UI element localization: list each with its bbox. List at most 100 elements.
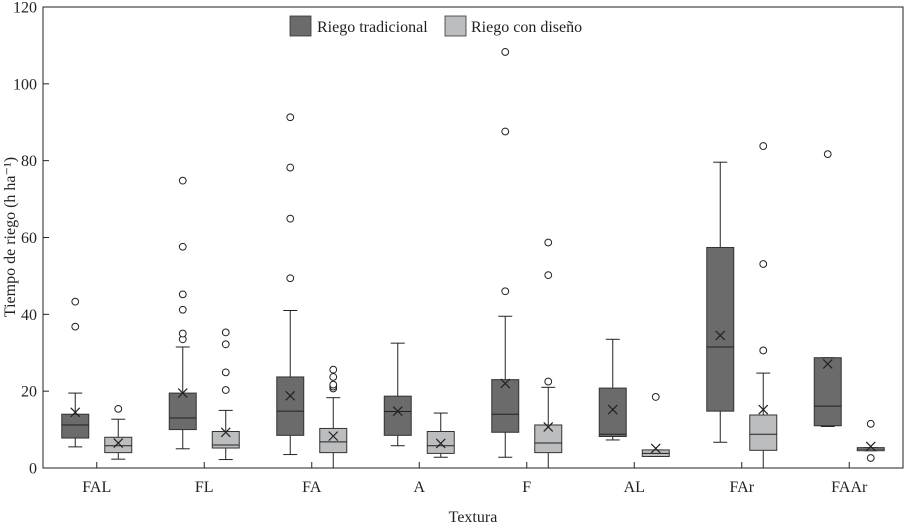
outlier-point <box>866 419 875 428</box>
outlier-point <box>329 380 338 389</box>
outlier-point <box>286 274 295 283</box>
x-tick-label: AL <box>624 479 645 496</box>
mean-marker <box>113 438 124 448</box>
box-iqr <box>319 427 348 454</box>
box-riego-tradicional-fa <box>276 113 305 456</box>
box-riego-tradicional-al <box>598 338 627 441</box>
mean-marker <box>328 431 339 442</box>
legend-label-riego-con-diseno: Riego con diseño <box>471 19 582 36</box>
mean-marker <box>435 438 446 449</box>
y-tick-label: 40 <box>21 307 37 324</box>
legend-label-riego-tradicional: Riego tradicional <box>317 19 428 36</box>
box-iqr <box>211 431 240 449</box>
box-iqr <box>706 246 735 412</box>
outlier-point <box>221 328 230 337</box>
box-iqr <box>426 431 455 454</box>
outlier-point <box>501 127 510 136</box>
x-tick-label: F <box>522 479 531 496</box>
y-tick-label: 80 <box>21 153 37 170</box>
outlier-point <box>71 322 80 331</box>
outlier-point <box>114 404 123 413</box>
mean-marker <box>758 404 769 415</box>
mean-marker <box>500 378 511 389</box>
outlier-point <box>71 297 80 306</box>
outlier-point <box>221 340 230 349</box>
outlier-point <box>759 346 768 355</box>
y-axis-title: Tiempo de riego (h ha⁻¹) <box>2 157 19 317</box>
box-riego-con-diseno-fal <box>104 404 133 460</box>
mean-marker <box>543 421 554 432</box>
outlier-point <box>329 373 338 381</box>
outlier-point <box>823 150 832 159</box>
box-iqr <box>168 392 197 431</box>
box-iqr <box>813 357 842 427</box>
box-riego-con-diseno-a <box>426 412 455 458</box>
mean-marker <box>822 358 833 369</box>
box-iqr <box>598 387 627 437</box>
box-riego-con-diseno-al <box>641 393 670 457</box>
y-tick-label: 60 <box>21 230 37 247</box>
x-tick-label: FA <box>302 479 322 496</box>
box-riego-con-diseno-far <box>749 142 778 469</box>
box-riego-tradicional-a <box>383 342 412 447</box>
x-axis: FAL FL FA A F AL FAr FAAr <box>82 462 868 496</box>
outlier-point <box>544 377 553 386</box>
outlier-point <box>178 305 187 314</box>
mean-marker <box>177 388 188 399</box>
outlier-point <box>221 386 230 394</box>
outlier-point <box>286 113 295 122</box>
y-tick-label: 20 <box>21 384 37 401</box>
box-riego-tradicional-f <box>491 48 520 458</box>
mean-marker <box>70 407 81 418</box>
outlier-point <box>759 260 768 268</box>
y-tick-label: 120 <box>13 0 37 17</box>
legend-swatch-riego-con-diseno <box>444 15 467 37</box>
x-tick-label: A <box>413 479 425 496</box>
outlier-point <box>866 454 875 462</box>
outlier-point <box>178 290 187 299</box>
box-iqr <box>383 395 412 436</box>
outlier-point <box>544 238 553 247</box>
mean-marker <box>285 390 296 401</box>
y-axis: 0 20 40 60 80 100 120 <box>13 0 49 478</box>
outlier-point <box>501 287 510 296</box>
legend: Riego tradicional Riego con diseño <box>289 15 582 37</box>
box-iqr <box>749 414 778 451</box>
box-series <box>61 48 885 469</box>
box-iqr <box>61 413 90 439</box>
outlier-point <box>651 393 660 401</box>
x-tick-label: FL <box>195 479 214 496</box>
x-axis-title: Textura <box>449 509 498 524</box>
outlier-point <box>501 48 510 56</box>
box-riego-tradicional-fal <box>61 297 90 448</box>
outlier-point <box>178 329 187 338</box>
x-tick-label: FAAr <box>831 479 868 496</box>
outlier-point <box>286 214 295 223</box>
box-riego-con-diseno-fa <box>319 365 348 469</box>
mean-marker <box>220 427 231 438</box>
box-iqr <box>491 379 520 433</box>
y-tick-label: 0 <box>29 461 37 478</box>
outlier-point <box>544 271 553 280</box>
mean-marker <box>650 443 661 454</box>
box-riego-tradicional-far <box>706 161 735 443</box>
outlier-point <box>329 365 338 374</box>
mean-marker <box>715 330 726 341</box>
outlier-point <box>286 163 295 172</box>
outlier-point <box>759 142 768 150</box>
mean-marker <box>865 441 876 452</box>
box-riego-con-diseno-f <box>534 238 563 469</box>
x-tick-label: FAL <box>82 479 111 496</box>
box-riego-tradicional-faar <box>813 150 842 428</box>
mean-marker <box>392 406 403 417</box>
box-iqr <box>104 436 133 454</box>
outlier-point <box>221 368 230 377</box>
y-tick-label: 100 <box>13 76 37 93</box>
box-riego-con-diseno-fl <box>211 328 240 461</box>
box-iqr <box>276 376 305 436</box>
box-riego-con-diseno-faar <box>856 419 885 462</box>
box-iqr <box>534 424 563 454</box>
x-tick-label: FAr <box>729 479 754 496</box>
legend-swatch-riego-tradicional <box>289 15 312 37</box>
